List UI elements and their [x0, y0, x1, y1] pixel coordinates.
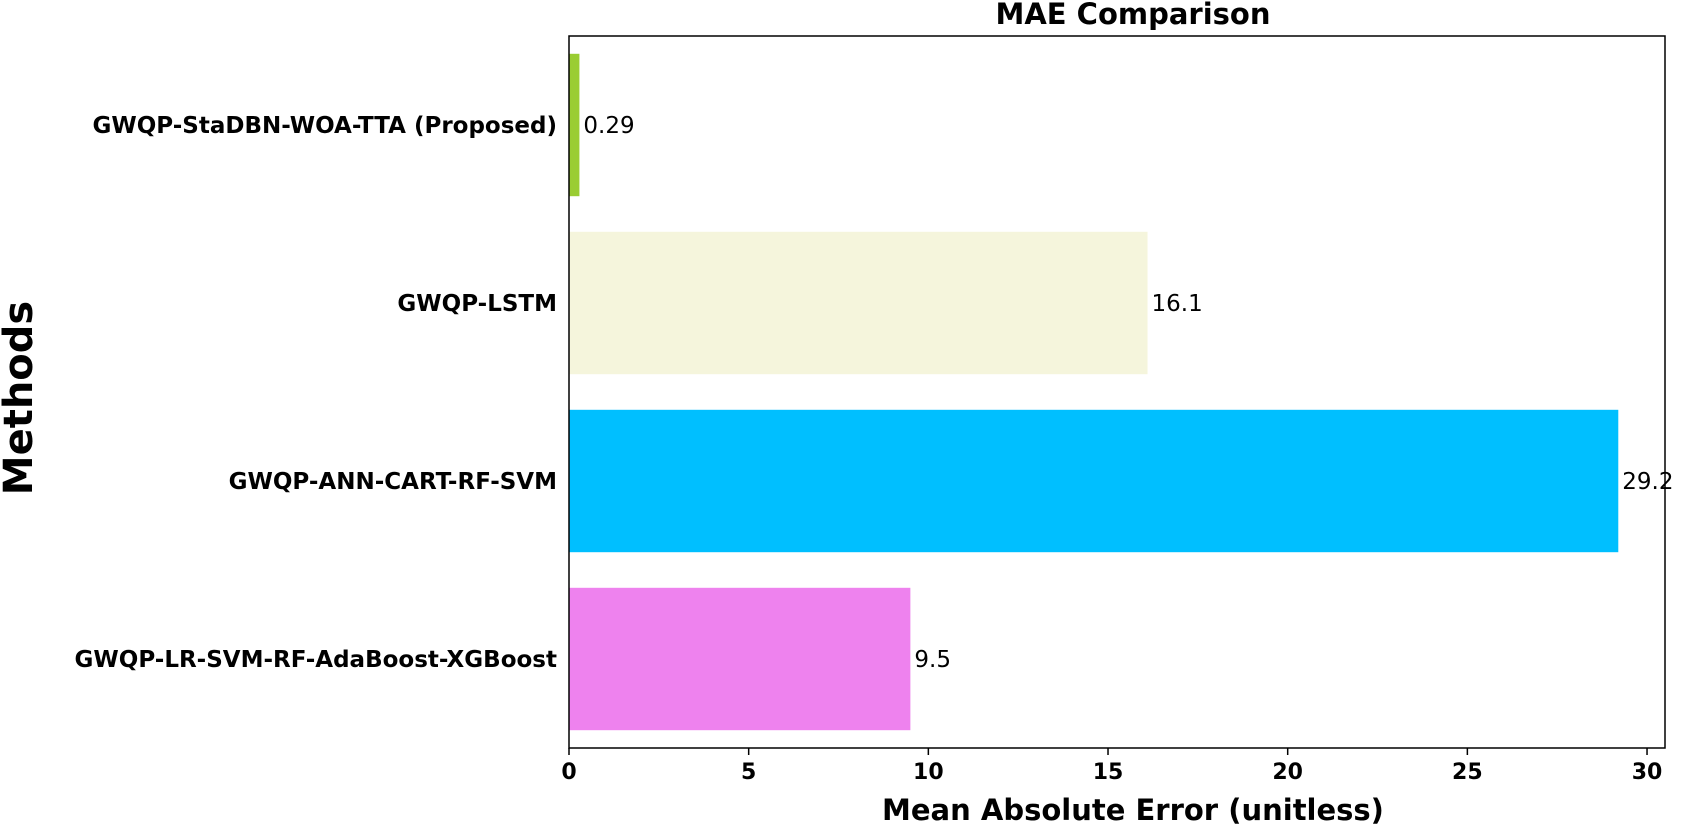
bar-0 — [569, 53, 580, 197]
category-label-1: GWQP-LSTM — [397, 291, 557, 317]
category-labels-group: GWQP-StaDBN-WOA-TTA (Proposed) GWQP-LSTM G… — [75, 113, 557, 673]
value-label-1: 16.1 — [1152, 291, 1203, 317]
bars-group — [569, 53, 1619, 731]
x-tick-label-2: 10 — [913, 760, 944, 785]
x-ticks-group: 0 5 10 15 20 25 30 — [561, 748, 1662, 785]
category-label-3: GWQP-LR-SVM-RF-AdaBoost-XGBoost — [75, 647, 557, 673]
y-axis-title: Methods — [0, 301, 42, 495]
x-tick-label-5: 25 — [1452, 760, 1483, 785]
x-tick-label-1: 5 — [741, 760, 756, 785]
x-tick-label-0: 0 — [561, 760, 576, 785]
value-label-0: 0.29 — [583, 113, 634, 139]
x-tick-label-6: 30 — [1632, 760, 1663, 785]
plot-frame — [568, 35, 1666, 749]
bar-3 — [569, 587, 911, 731]
value-label-3: 9.5 — [914, 647, 951, 673]
x-axis-title: Mean Absolute Error (unitless) — [882, 793, 1384, 827]
category-label-2: GWQP-ANN-CART-RF-SVM — [229, 469, 557, 495]
bar-1 — [569, 231, 1148, 375]
category-label-0: GWQP-StaDBN-WOA-TTA (Proposed) — [92, 113, 557, 139]
x-tick-label-4: 20 — [1272, 760, 1303, 785]
chart-title: MAE Comparison — [995, 0, 1270, 31]
value-label-2: 29.2 — [1622, 469, 1673, 495]
bar-2 — [569, 409, 1619, 553]
x-tick-label-3: 15 — [1093, 760, 1124, 785]
